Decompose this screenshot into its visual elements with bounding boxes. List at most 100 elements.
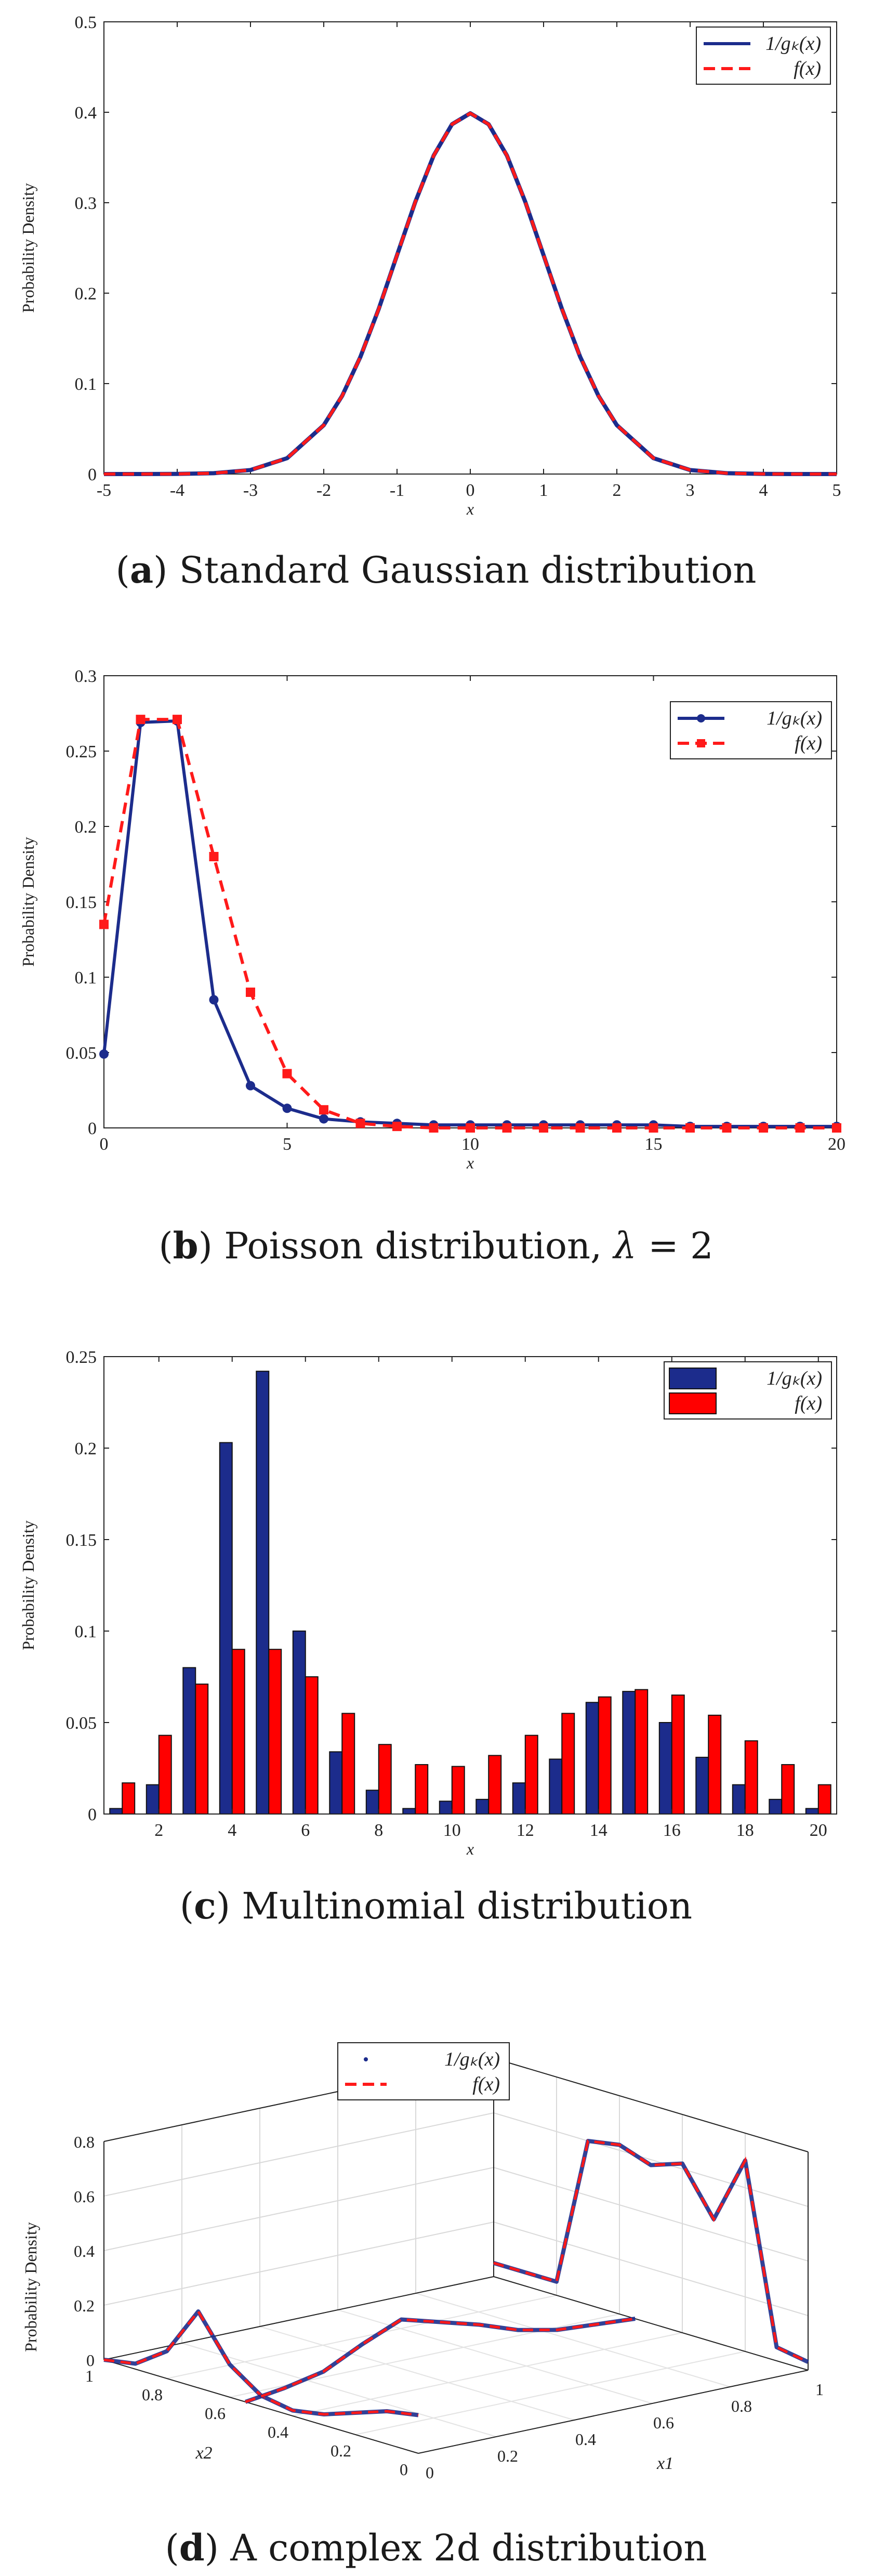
bar-gk: [182, 1667, 196, 1815]
data-point-f: [319, 1105, 328, 1115]
axis-edge: [103, 2359, 419, 2454]
axis-edge: [418, 2370, 809, 2454]
bar-gk: [475, 1798, 490, 1815]
y-tick-label: 0.2: [75, 1439, 97, 1458]
x-tick-label: 20: [810, 1821, 827, 1840]
x-tick-label: -5: [97, 481, 111, 500]
x2-tick-label: 0.4: [268, 2423, 288, 2441]
x-tick-label: 6: [301, 1821, 310, 1840]
y-tick-label: 0.2: [75, 284, 97, 304]
x2-tick-label: 0.6: [205, 2404, 226, 2423]
grid-line: [103, 2167, 494, 2251]
data-point-f: [173, 715, 182, 725]
y-tick-label: 0.4: [75, 103, 97, 123]
caption-b-letter: b: [173, 1224, 199, 1267]
bar-gk: [109, 1808, 123, 1815]
x-tick-label: 14: [590, 1821, 607, 1840]
bar-f: [195, 1684, 209, 1815]
legend: 1/gₖ(x) f(x): [670, 701, 832, 759]
grid-line: [166, 2295, 557, 2379]
data-point-f: [795, 1123, 805, 1133]
series-line-gk: [102, 719, 837, 1128]
x-tick-label: 0: [466, 481, 475, 500]
bar-f: [598, 1696, 612, 1815]
grid-line: [292, 2332, 683, 2416]
data-point-f: [759, 1123, 768, 1133]
bar-gk: [695, 1756, 709, 1815]
panel-d: 0 0.2 0.4 0.6 0.8 0 0.2 0.4 0.6 0.8 1 0 0.2 0.4 0.6 0.8…: [0, 1986, 872, 2505]
x2-tick-label: 1: [85, 2367, 94, 2385]
y-tick-label: 0.1: [75, 1622, 97, 1641]
plot-frame: [103, 21, 837, 475]
legend-swatch: [669, 1392, 717, 1414]
caption-d-text: A complex 2d distribution: [219, 2527, 707, 2569]
legend-marker: [697, 739, 705, 747]
x-tick-label: 18: [736, 1821, 754, 1840]
grid-line: [259, 2326, 575, 2421]
caption-c-text: Multinomial distribution: [230, 1885, 693, 1927]
x-axis-label: x: [466, 1153, 474, 1172]
data-point-gk: [209, 995, 219, 1005]
data-point-f: [832, 1123, 841, 1133]
bar-f: [524, 1734, 538, 1815]
data-point-f: [539, 1123, 548, 1133]
x-tick-label: 3: [686, 481, 695, 500]
y-axis-label: Probability Density: [19, 183, 37, 313]
caption-d-letter: d: [179, 2526, 205, 2569]
data-point-f: [246, 988, 255, 997]
bar-f: [378, 1744, 392, 1815]
panel-c: 2 4 6 8 10 12 14 16 18 20 0 0.05 0.1 0.15 0.2 0.25 x Prob…: [0, 1315, 872, 1887]
x-tick-label: 10: [461, 1135, 479, 1154]
x-tick-label: 4: [228, 1821, 236, 1840]
x-tick-label: 8: [374, 1821, 383, 1840]
bar-gk: [622, 1691, 636, 1815]
z-tick-label: 0.8: [74, 2133, 95, 2151]
caption-b: (b) Poisson distribution, λ = 2: [158, 1224, 714, 1267]
x-tick-label: 2: [154, 1821, 163, 1840]
legend-marker: [364, 2057, 368, 2061]
grid-line: [355, 2351, 746, 2435]
caption-b-text: Poisson distribution,: [212, 1225, 614, 1267]
bar-gk: [256, 1371, 270, 1815]
caption-a-letter: a: [129, 548, 154, 592]
x-tick-label: 5: [283, 1135, 292, 1154]
x1-tick-label: 1: [815, 2380, 824, 2399]
series-line-f: [102, 718, 837, 1129]
data-point-gk: [246, 1081, 255, 1090]
y-tick-label: 0: [88, 465, 97, 484]
grid-line: [181, 2343, 497, 2437]
x-tick-label: -3: [243, 481, 258, 500]
bar-gk: [402, 1808, 416, 1815]
legend-swatch: [669, 1368, 717, 1389]
legend-label: 1/gₖ(x): [444, 2048, 500, 2070]
bar-gk: [805, 1808, 819, 1815]
legend-label: f(x): [472, 2073, 500, 2095]
x1-tick-label: 0.4: [575, 2430, 596, 2449]
axis-edge: [103, 2276, 494, 2360]
x-tick-label: 16: [663, 1821, 681, 1840]
x-tick-label: 10: [443, 1821, 461, 1840]
y-tick-label: 0.05: [66, 1044, 97, 1063]
legend-box: [670, 701, 832, 759]
caption-c-letter: c: [194, 1884, 216, 1927]
data-point-gk: [319, 1114, 328, 1124]
y-tick-label: 0: [88, 1805, 97, 1824]
x-axis-label: x: [466, 500, 474, 518]
x-tick-label: -2: [316, 481, 331, 500]
x2-axis-label: x2: [195, 2443, 212, 2463]
x-tick-label: 0: [100, 1135, 109, 1154]
y-tick-label: 0.25: [66, 742, 97, 761]
x1-axis-label: x1: [656, 2454, 673, 2473]
legend-box: [696, 27, 831, 85]
bar-f: [671, 1694, 685, 1815]
x-tick-label: 2: [613, 481, 622, 500]
caption-a-text: Standard Gaussian distribution: [167, 549, 757, 592]
bar-f: [341, 1713, 355, 1815]
data-point-f: [575, 1123, 585, 1133]
data-point-f: [392, 1122, 402, 1132]
y-tick-label: 0.3: [75, 194, 97, 213]
bar-f: [708, 1714, 722, 1815]
legend: 1/gₖ(x) f(x): [664, 1361, 832, 1420]
data-point-f: [209, 852, 219, 861]
bar-gk: [439, 1800, 453, 1815]
